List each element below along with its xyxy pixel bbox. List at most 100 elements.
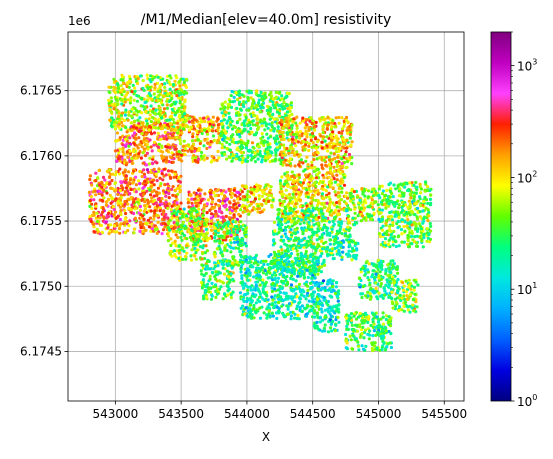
survey-point [148, 162, 151, 165]
survey-point [118, 148, 121, 151]
survey-point [202, 296, 205, 299]
survey-point [356, 196, 359, 199]
survey-point [321, 146, 324, 149]
survey-point [170, 97, 173, 100]
survey-point [223, 118, 226, 121]
survey-point [137, 187, 140, 190]
survey-point [270, 185, 273, 188]
survey-point [176, 122, 179, 125]
survey-point [173, 211, 176, 214]
survey-point [306, 191, 309, 194]
survey-point [367, 195, 370, 198]
survey-point [223, 292, 226, 295]
survey-point [152, 144, 155, 147]
survey-point [344, 166, 347, 169]
survey-point [110, 179, 113, 182]
survey-point [285, 163, 288, 166]
survey-point [332, 146, 335, 149]
survey-point [163, 107, 166, 110]
survey-point [280, 190, 283, 193]
survey-point [169, 76, 172, 79]
survey-point [348, 221, 351, 224]
survey-point [225, 158, 228, 161]
survey-point [252, 200, 255, 203]
survey-point [142, 151, 145, 154]
survey-point [361, 214, 364, 217]
survey-point [281, 154, 284, 157]
survey-point [274, 157, 277, 160]
survey-point [137, 130, 140, 133]
survey-point [154, 160, 157, 163]
survey-point [300, 190, 303, 193]
survey-point [88, 205, 91, 208]
survey-point [298, 215, 301, 218]
survey-point [222, 267, 225, 270]
survey-point [153, 131, 156, 134]
survey-point [258, 145, 261, 148]
survey-point [280, 218, 283, 221]
survey-point [340, 116, 343, 119]
survey-point [175, 256, 178, 259]
survey-point [345, 238, 348, 241]
survey-point [123, 221, 126, 224]
survey-point [196, 213, 199, 216]
survey-point [206, 249, 209, 252]
survey-point [178, 150, 181, 153]
survey-point [321, 247, 324, 250]
survey-point [341, 162, 344, 165]
survey-point [187, 205, 190, 208]
survey-point [148, 125, 151, 128]
survey-point [269, 189, 272, 192]
survey-point [149, 113, 152, 116]
survey-point [304, 143, 307, 146]
survey-point [113, 121, 116, 124]
survey-point [89, 174, 92, 177]
survey-point [183, 153, 186, 156]
survey-point [214, 194, 217, 197]
survey-point [185, 144, 188, 147]
survey-point [123, 209, 126, 212]
survey-point [161, 178, 164, 181]
survey-point [354, 212, 357, 215]
survey-point [221, 122, 224, 125]
survey-point [139, 140, 142, 143]
survey-point [138, 230, 141, 233]
survey-point [388, 202, 391, 205]
survey-point [280, 123, 283, 126]
survey-point [279, 245, 282, 248]
survey-point [337, 168, 340, 171]
survey-point [163, 86, 166, 89]
survey-point [223, 153, 226, 156]
survey-point [147, 171, 150, 174]
survey-point [314, 185, 317, 188]
survey-point [310, 161, 313, 164]
survey-point [259, 211, 262, 214]
survey-point [184, 255, 187, 258]
survey-point [427, 233, 430, 236]
survey-point [221, 241, 224, 244]
survey-point [162, 228, 165, 231]
survey-point [288, 92, 291, 95]
survey-point [331, 228, 334, 231]
survey-point [360, 219, 363, 222]
survey-point [221, 103, 224, 106]
survey-point [176, 207, 179, 210]
survey-point [245, 146, 248, 149]
survey-point [112, 205, 115, 208]
survey-point [148, 117, 151, 120]
survey-point [343, 176, 346, 179]
survey-point [122, 82, 125, 85]
survey-point [98, 169, 101, 172]
survey-point [163, 216, 166, 219]
survey-point [221, 143, 224, 146]
survey-point [185, 78, 188, 81]
survey-point [174, 173, 177, 176]
survey-point [207, 118, 210, 121]
survey-point [140, 157, 143, 160]
survey-point [321, 233, 324, 236]
survey-point [142, 218, 145, 221]
survey-point [422, 245, 425, 248]
survey-point [116, 82, 119, 85]
survey-point [110, 96, 113, 99]
survey-point [415, 192, 418, 195]
